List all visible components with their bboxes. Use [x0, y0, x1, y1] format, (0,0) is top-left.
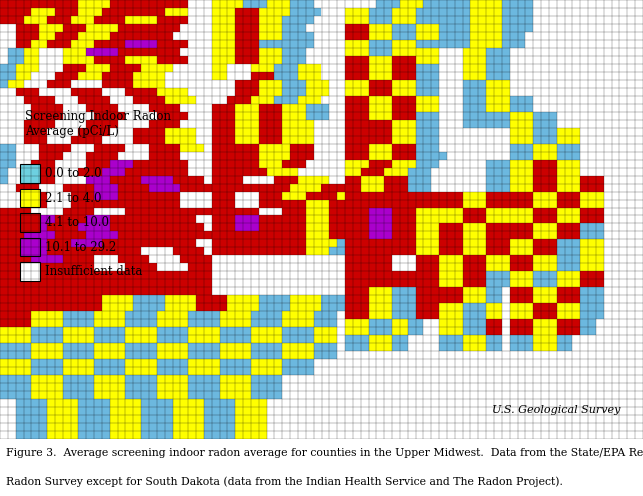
Bar: [20, 262, 40, 281]
Text: U.S. Geological Survey: U.S. Geological Survey: [492, 405, 620, 415]
Text: 0.0 to 2.0: 0.0 to 2.0: [45, 167, 102, 180]
Bar: [20, 213, 40, 232]
Text: 4.1 to 10.0: 4.1 to 10.0: [45, 216, 109, 229]
Text: Screening Indoor Radon: Screening Indoor Radon: [25, 110, 171, 123]
Bar: [20, 238, 40, 256]
Text: Average (pCi/L): Average (pCi/L): [25, 125, 119, 138]
Bar: [20, 164, 40, 183]
Text: Figure 3.  Average screening indoor radon average for counties in the Upper Midw: Figure 3. Average screening indoor radon…: [6, 447, 643, 457]
Bar: [20, 189, 40, 207]
Text: 10.1 to 29.2: 10.1 to 29.2: [45, 241, 116, 253]
Text: Insufficient data: Insufficient data: [45, 265, 142, 278]
Text: 2.1 to 4.0: 2.1 to 4.0: [45, 191, 102, 204]
Text: Radon Survey except for South Dakota (data from the Indian Health Service and Th: Radon Survey except for South Dakota (da…: [6, 476, 563, 487]
